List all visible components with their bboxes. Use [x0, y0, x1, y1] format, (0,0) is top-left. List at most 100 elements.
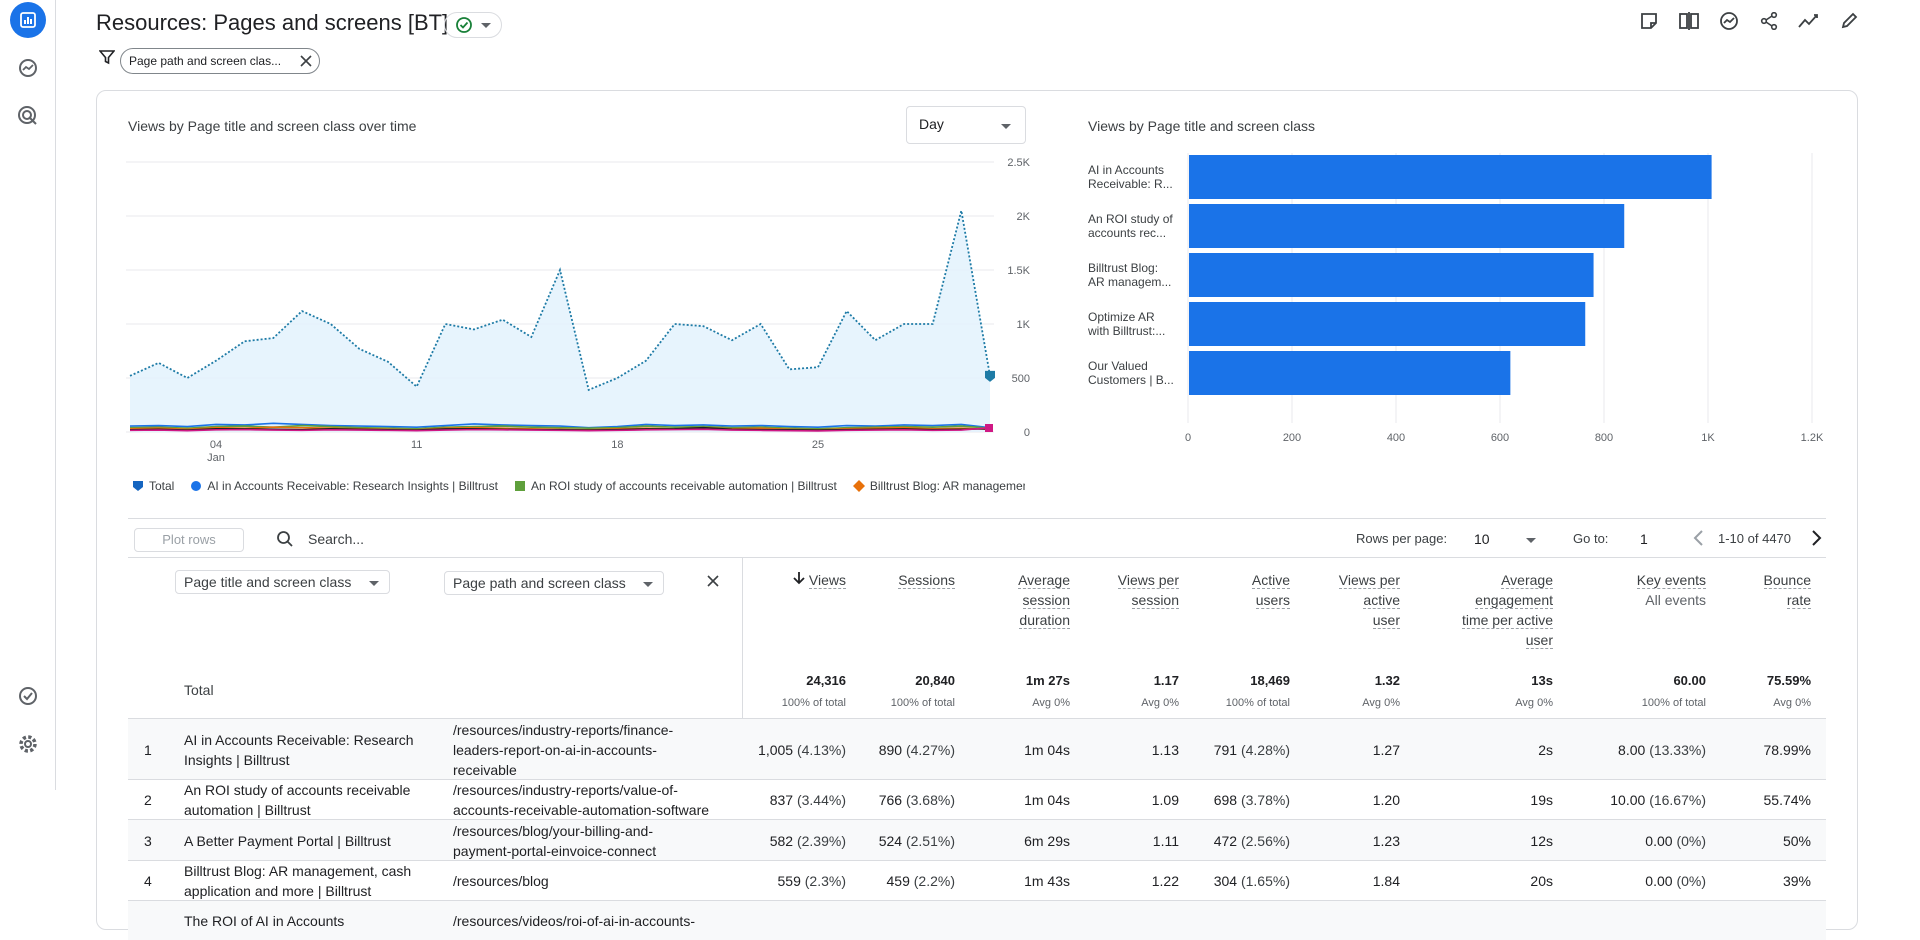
metric-value: 0.00	[1645, 873, 1673, 889]
close-icon[interactable]	[706, 574, 720, 588]
page-path-cell[interactable]: /resources/industry-reports/value-of-acc…	[453, 780, 743, 820]
chevron-left-icon[interactable]	[1692, 529, 1706, 547]
x-tick-label: 200	[1283, 432, 1301, 444]
key-events-selector[interactable]: All events	[1645, 592, 1706, 608]
rows-per-page-select[interactable]: 10	[1470, 527, 1550, 551]
metric-percent: (3.44%)	[796, 792, 846, 808]
admin-nav-button[interactable]	[10, 726, 46, 762]
secondary-dimension-select[interactable]: Page path and screen class	[444, 571, 664, 595]
y-tick-label: 1.5K	[1007, 265, 1030, 277]
metric-value: 837	[769, 792, 794, 808]
metric-header-label: Active	[1251, 572, 1290, 589]
trend-button[interactable]	[1798, 10, 1820, 32]
metric-header-label: session	[1131, 592, 1179, 609]
metric-header[interactable]: Bounce rate	[1731, 570, 1811, 610]
explore-icon	[19, 59, 37, 77]
metric-value: 2s	[1538, 741, 1553, 758]
table-row[interactable]: 1 AI in Accounts Receivable: Research Insi…	[128, 718, 1826, 779]
metric-value: 6m 29s	[1024, 832, 1070, 849]
close-icon[interactable]	[299, 54, 313, 68]
metric-total-value: 18,469	[1250, 673, 1290, 688]
page-path-cell[interactable]: /resources/blog	[453, 871, 743, 891]
interval-select[interactable]: Day	[906, 106, 1026, 144]
metric-header[interactable]: Average engagement time per active user	[1433, 570, 1553, 650]
explore-nav-button[interactable]	[10, 50, 46, 86]
bar-category-label: Optimize AR	[1088, 310, 1155, 324]
metric-cell: 1.09	[1049, 790, 1179, 810]
metric-value: 20s	[1530, 873, 1553, 889]
metric-cell: 1,005 (4.13%)	[716, 740, 846, 760]
page-title-cell[interactable]: The ROI of AI in Accounts	[184, 911, 454, 931]
page-title-line: An ROI study of accounts receivable	[184, 782, 411, 798]
metric-header-label: duration	[1019, 612, 1070, 629]
metric-header-label: user	[1372, 612, 1400, 629]
bar[interactable]	[1189, 204, 1625, 248]
page-title-cell[interactable]: AI in Accounts Receivable: Research Insig…	[184, 730, 454, 770]
reports-nav-button[interactable]	[10, 2, 46, 38]
y-tick-label: 2.5K	[1007, 157, 1030, 169]
metric-header[interactable]: Views per active user	[1310, 570, 1400, 630]
metric-value: 582	[769, 832, 794, 849]
configure-nav-button[interactable]	[10, 678, 46, 714]
goto-input[interactable]	[1638, 527, 1678, 551]
metric-header[interactable]: Active users	[1200, 570, 1290, 610]
metric-header[interactable]: Key events All events	[1596, 570, 1706, 610]
table-row[interactable]: 2 An ROI study of accounts receivable auto…	[128, 779, 1826, 819]
legend-item[interactable]: Billtrust Blog: AR management, cash appl…	[852, 479, 1025, 493]
metric-total-value: 1.32	[1374, 673, 1400, 688]
legend-swatch-icon	[852, 480, 865, 492]
page-path-cell[interactable]: /resources/videos/roi-of-ai-in-accounts-	[453, 911, 743, 931]
compare-button[interactable]	[1678, 10, 1700, 32]
metric-value: 10.00	[1610, 792, 1646, 808]
table-row[interactable]: 4 Billtrust Blog: AR management, cash appl…	[128, 860, 1826, 900]
metric-cell: 1.84	[1270, 871, 1400, 891]
metric-cell: 698 (3.78%)	[1160, 790, 1290, 810]
metric-header[interactable]: Views	[756, 570, 846, 590]
metric-header-label: user	[1525, 632, 1553, 649]
page-title-line: automation | Billtrust	[184, 802, 311, 818]
metric-cell: 78.99%	[1691, 740, 1811, 760]
primary-dimension-select[interactable]: Page title and screen class	[175, 570, 390, 594]
filter-icon[interactable]	[99, 49, 115, 65]
annotation-button[interactable]	[1638, 10, 1660, 32]
page-title-cell[interactable]: Billtrust Blog: AR management, cash appli…	[184, 861, 454, 901]
x-tick-label: 1K	[1701, 432, 1715, 444]
metric-header[interactable]: Sessions	[855, 570, 955, 590]
report-toolbar	[1638, 10, 1860, 32]
bar[interactable]	[1189, 253, 1594, 297]
page-title-cell[interactable]: An ROI study of accounts receivable autom…	[184, 780, 454, 820]
legend-item[interactable]: Total	[132, 479, 174, 493]
bar[interactable]	[1189, 155, 1712, 199]
metric-total-sub: Avg 0%	[1515, 697, 1553, 709]
bar[interactable]	[1189, 351, 1511, 395]
table-search-input[interactable]	[306, 527, 706, 551]
advertising-nav-button[interactable]	[10, 98, 46, 134]
rows-per-page-value: 10	[1474, 531, 1490, 547]
page-path-line: /resources/blog	[453, 873, 549, 889]
metric-header[interactable]: Average session duration	[990, 570, 1070, 630]
x-tick-label: 0	[1185, 432, 1191, 444]
metric-cell: 559 (2.3%)	[716, 871, 846, 891]
metric-value: 1.13	[1151, 741, 1179, 758]
metric-header[interactable]: Views per session	[1089, 570, 1179, 610]
page-path-cell[interactable]: /resources/industry-reports/finance-lead…	[453, 720, 743, 780]
metric-header-label: Sessions	[898, 572, 955, 589]
edit-button[interactable]	[1838, 10, 1860, 32]
plot-rows-button[interactable]: Plot rows	[134, 528, 244, 552]
chevron-right-icon[interactable]	[1809, 529, 1823, 547]
bar[interactable]	[1189, 302, 1586, 346]
x-tick-label: 400	[1387, 432, 1405, 444]
insights-button[interactable]	[1718, 10, 1740, 32]
legend-item[interactable]: AI in Accounts Receivable: Research Insi…	[190, 479, 498, 493]
page-path-line: leaders-report-on-ai-in-accounts-	[453, 741, 657, 758]
report-status-button[interactable]	[444, 12, 502, 38]
share-button[interactable]	[1758, 10, 1780, 32]
table-row[interactable]: 3 A Better Payment Portal | Billtrust/res…	[128, 819, 1826, 860]
legend-label: Total	[149, 479, 175, 493]
legend-item[interactable]: An ROI study of accounts receivable auto…	[514, 479, 837, 493]
table-row[interactable]: The ROI of AI in Accounts/resources/vide…	[128, 900, 1826, 940]
page-title-cell[interactable]: A Better Payment Portal | Billtrust	[184, 831, 454, 851]
metric-value: 1.09	[1151, 792, 1179, 808]
page-path-cell[interactable]: /resources/blog/your-billing-and-payment…	[453, 821, 743, 861]
filter-chip[interactable]: Page path and screen clas...	[120, 48, 320, 74]
